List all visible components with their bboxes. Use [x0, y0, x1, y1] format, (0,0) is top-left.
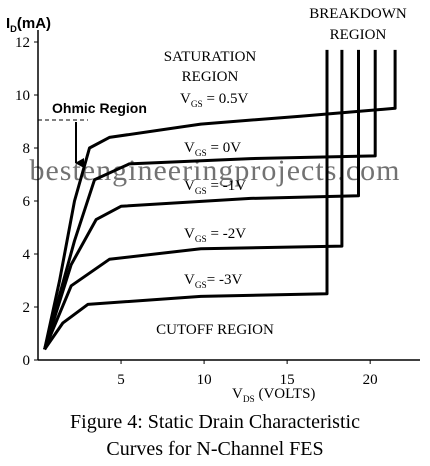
x-tick-label: 20 — [363, 372, 378, 388]
curve — [43, 49, 360, 350]
y-tick-label: 12 — [15, 35, 30, 51]
curve-label-main: V — [184, 140, 195, 156]
chart-title: Figure 4: Static Drain Characteristic — [70, 411, 360, 433]
x-axis-label-main: V — [232, 386, 243, 402]
y-tick-label: 6 — [23, 194, 31, 210]
x-axis-label-sub: DS — [243, 395, 255, 405]
curve — [43, 49, 397, 350]
chart-title: Curves for N-Channel FES — [106, 438, 323, 460]
curve-label-rest: = -3V — [207, 272, 243, 288]
curve-label-rest: = 0.5V — [203, 91, 249, 107]
curve-label-rest: = -2V — [207, 226, 246, 242]
y-tick-label: 10 — [15, 88, 30, 104]
cutoff-label: CUTOFF REGION — [156, 322, 274, 338]
y-axis-label: ID(mA) — [6, 15, 51, 34]
curve-label-rest: = 0V — [207, 140, 241, 156]
y-tick-label: 2 — [23, 300, 31, 316]
curve — [43, 49, 377, 350]
curve-label-sub: GS — [195, 281, 207, 291]
curve-label-main: V — [184, 226, 195, 242]
curve-label-rest: = -1V — [207, 178, 246, 194]
curve-label-main: V — [180, 91, 191, 107]
curve-label-sub: GS — [195, 235, 207, 245]
curve-label: VGS = 0V — [184, 140, 241, 159]
x-axis-label: VDS (VOLTS) — [232, 386, 315, 405]
y-axis-label-sub: D — [10, 24, 17, 34]
breakdown-label: REGION — [330, 27, 387, 43]
y-axis-label-main: I — [6, 15, 10, 32]
saturation-label: REGION — [182, 69, 239, 85]
curve-label-sub: GS — [191, 100, 203, 110]
y-tick-label: 0 — [23, 353, 31, 369]
ohmic-label: Ohmic Region — [52, 100, 147, 116]
curve-label-main: V — [184, 178, 195, 194]
curve-label: VGS = 0.5V — [180, 91, 248, 110]
curve-label-main: V — [184, 272, 195, 288]
y-axis-label-rest: (mA) — [17, 15, 51, 32]
curve-label-sub: GS — [195, 149, 207, 159]
x-axis-label-rest: (VOLTS) — [255, 386, 316, 402]
y-tick-label: 4 — [23, 247, 31, 263]
curve-label: VGS = -2V — [184, 226, 246, 245]
breakdown-label: BREAKDOWN — [309, 6, 407, 22]
x-tick-label: 10 — [197, 372, 212, 388]
x-tick-label: 5 — [117, 372, 125, 388]
curve-label-sub: GS — [195, 187, 207, 197]
saturation-label: SATURATION — [164, 49, 257, 65]
curve-label: VGS = -1V — [184, 178, 246, 197]
curve-label: VGS= -3V — [184, 272, 242, 291]
curve — [43, 49, 329, 351]
y-tick-label: 8 — [23, 141, 31, 157]
curve — [43, 49, 344, 350]
x-tick-label: 15 — [280, 372, 295, 388]
